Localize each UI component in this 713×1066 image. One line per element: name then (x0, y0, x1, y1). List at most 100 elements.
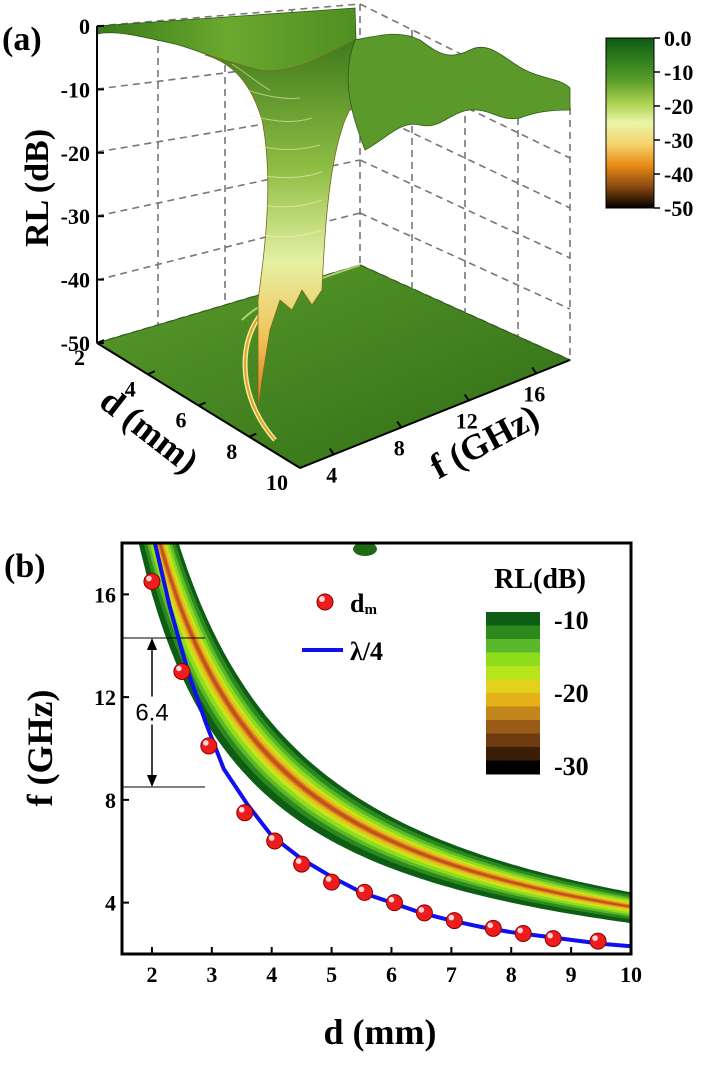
panel-b-dm-point (143, 573, 161, 591)
panel-b-x-tick-label: 8 (506, 962, 517, 987)
panel-b-colorbar-segment (486, 679, 540, 694)
panel-a-colorbar-ticks: 0.0 -10 -20 -30 -40 -50 (654, 26, 693, 221)
panel-a-d-tick-mark (248, 432, 257, 438)
panel-a-surface-trough (204, 39, 412, 411)
panel-b-contour-bands (138, 543, 631, 924)
panel-b-y-ticks: 4 8 12 16 (94, 582, 129, 916)
panel-b-x-tick-label: 6 (386, 962, 397, 987)
panel-b-dm-point (266, 832, 284, 850)
panel-a-d-tick-mark (96, 339, 105, 344)
panel-b-dm-point (356, 883, 374, 901)
panel-b-colorbar-segment (486, 747, 540, 761)
panel-b-x-tick-label: 3 (206, 962, 217, 987)
panel-b-dm-point (200, 737, 218, 755)
panel-a-colorbar (605, 37, 655, 209)
panel-a-d-tick-label: 10 (266, 470, 288, 495)
panel-a-z-axis-label: RL (dB) (19, 129, 56, 247)
panel-b-contour-band (155, 543, 631, 911)
panel-b-dm-point (323, 873, 341, 891)
panel-a-d-ticks: 2 4 6 8 10 (74, 339, 308, 495)
panel-b-dm-point (415, 904, 433, 922)
panel-a-z-tick-label: -50 (61, 331, 90, 356)
panel-b-dm-point (385, 894, 403, 912)
panel-a-f-tick-mark (396, 420, 403, 429)
panel-b-colorbar (486, 612, 540, 775)
panel-b-colorbar-tick-label: -30 (554, 752, 589, 781)
panel-b-colorbar-tick-label: -20 (554, 679, 589, 708)
panel-a-z-tick-label: 0 (79, 14, 90, 39)
legend-dm-marker (316, 593, 334, 611)
panel-b-series-dm-points (143, 573, 607, 950)
panel-b-contour-blob (353, 542, 377, 556)
panel-b-legend: dm λ/4 (302, 589, 383, 666)
panel-a-d-tick-label: 8 (226, 439, 237, 464)
panel-b-plot-frame (120, 541, 633, 956)
panel-b-y-tick-label: 16 (94, 582, 116, 607)
panel-a-colorbar-tick-label: -30 (664, 128, 693, 153)
panel-b-x-tick-label: 2 (146, 962, 157, 987)
panel-a-d-tick-label: 2 (74, 345, 85, 370)
panel-b-colorbar-segment (486, 733, 540, 748)
panel-a-f-tick-label: 4 (326, 463, 337, 488)
panel-b-x-ticks: 2 3 4 5 6 7 8 9 10 (146, 947, 642, 987)
legend-item-dm: dm (316, 589, 377, 618)
panel-b-contour-plot: (b) 6.4 2 3 4 5 6 7 8 9 10 4 8 12 16 d (mm) f (GHz) (4, 541, 642, 1052)
panel-b-y-axis-label: f (GHz) (20, 690, 60, 807)
panel-b-colorbar-segment (486, 652, 540, 667)
panel-b-x-axis-label: d (mm) (324, 1012, 437, 1052)
panel-b-colorbar-segment (486, 720, 540, 734)
panel-a-f-axis (299, 359, 571, 469)
panel-b-y-tick-label: 8 (105, 788, 116, 813)
panel-b-dm-point (589, 932, 607, 950)
panel-a-z-tick-label: -30 (61, 204, 90, 229)
panel-a-z-tick-label: -20 (61, 141, 90, 166)
panel-b-x-tick-label: 7 (446, 962, 457, 987)
panel-b-colorbar-segment (486, 625, 540, 640)
panel-a-f-tick-mark (463, 393, 470, 402)
panel-b-colorbar-segment (486, 760, 540, 775)
panel-a-f-tick-label: 12 (456, 409, 478, 434)
panel-a-d-tick-label: 6 (176, 408, 187, 433)
panel-b-colorbar-title: RL(dB) (494, 564, 586, 595)
panel-a-z-tick-label: -10 (61, 77, 90, 102)
panel-b-dm-point (293, 855, 311, 873)
legend-lambda4-text: λ/4 (350, 637, 383, 666)
panel-b-colorbar-tick-label: -10 (554, 606, 589, 635)
panel-a-d-tick-mark (147, 370, 156, 376)
panel-a-surface-plot: (a) (2, 3, 693, 495)
panel-a-f-tick-label: 16 (523, 382, 545, 407)
panel-a-colorbar-tick-label: -10 (664, 60, 693, 85)
panel-a-f-tick-label: 8 (394, 436, 405, 461)
panel-b-x-tick-label: 9 (566, 962, 577, 987)
panel-b-y-tick-label: 12 (94, 685, 116, 710)
legend-dm-text: dm (350, 589, 377, 618)
panel-b-dm-point (445, 912, 463, 930)
panel-a-z-tick-label: -40 (61, 268, 90, 293)
panel-b-annotation-text: 6.4 (135, 700, 168, 727)
panel-a-colorbar-tick-label: -50 (664, 196, 693, 221)
panel-a-colorbar-tick-label: -40 (664, 162, 693, 187)
panel-b-colorbar-segment (486, 706, 540, 721)
panel-b-annotation: 6.4 (122, 637, 205, 788)
panel-a-z-ticks: 0 -10 -20 -30 -40 -50 (61, 14, 104, 356)
panel-b-dm-point (544, 930, 562, 948)
panel-b-x-tick-label: 5 (326, 962, 337, 987)
panel-b-dm-point (514, 924, 532, 942)
panel-b-dm-point (173, 662, 191, 680)
panel-a-f-tick-mark (328, 447, 335, 456)
panel-a-colorbar-tick-label: -20 (664, 94, 693, 119)
panel-b-colorbar-segment (486, 666, 540, 680)
panel-a-colorbar-tick-label: 0.0 (664, 26, 692, 51)
panel-b-dm-point (484, 919, 502, 937)
legend-item-lambda4: λ/4 (302, 637, 383, 666)
panel-b-dm-point (236, 804, 254, 822)
panel-a-surface-mesh (231, 63, 323, 238)
panel-a-d-tick-mark (198, 401, 206, 407)
panel-b-colorbar-segment (486, 612, 540, 626)
panel-a-f-ticks: 4 8 12 16 (326, 366, 545, 488)
panel-b-x-tick-label: 4 (266, 962, 277, 987)
panel-b-x-tick-label: 10 (620, 962, 642, 987)
panel-a-label: (a) (2, 21, 42, 58)
panel-b-y-tick-label: 4 (105, 891, 116, 916)
